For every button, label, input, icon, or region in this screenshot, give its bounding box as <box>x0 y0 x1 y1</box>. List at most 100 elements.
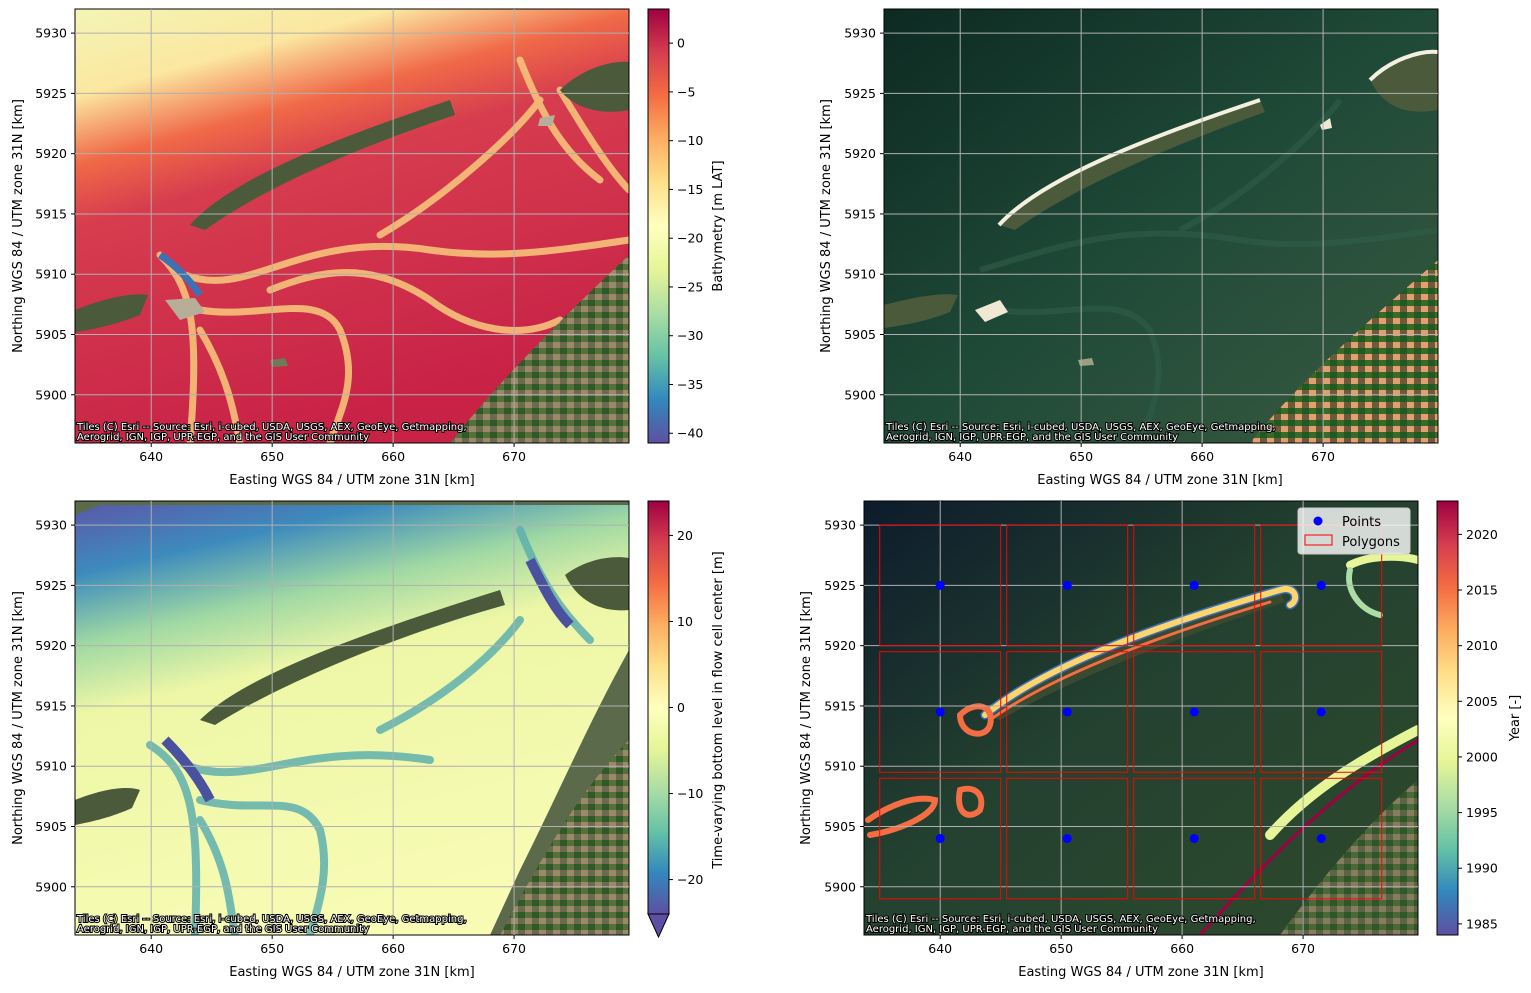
polygon <box>879 651 1002 773</box>
y-tick-label: 5910 <box>35 759 67 774</box>
colorbar-tick-label: −10 <box>677 786 703 801</box>
colorbar-tick-label: 2000 <box>1466 749 1498 764</box>
x-tick-label: 650 <box>260 941 284 956</box>
bottom-level-panel: 640 650 660 670 5900 5905 5910 5915 5920 5925 5930… <box>11 500 726 980</box>
colorbar-tick-label: 2015 <box>1466 583 1498 598</box>
x-tick-label: 670 <box>502 449 526 464</box>
colorbar-tick-label: −15 <box>677 182 703 197</box>
x-tick-label: 650 <box>1049 941 1073 956</box>
x-tick-label: 660 <box>1190 449 1214 464</box>
y-tick-label: 5905 <box>844 327 876 342</box>
grid-lines <box>75 9 629 443</box>
x-tick-label: 660 <box>381 941 405 956</box>
attribution-line-1: Tiles (C) Esri -- Source: Esri, i-cubed,… <box>76 914 467 925</box>
y-axis-label: Northing WGS 84 / UTM zone 31N [km] <box>11 591 26 845</box>
shoreline-panel: 640 650 660 670 5900 5905 5910 5915 5920 5925 5930… <box>799 500 1523 980</box>
y-tick-label: 5910 <box>824 759 856 774</box>
legend-polygon-marker <box>1304 534 1333 546</box>
x-tick-label: 660 <box>1170 941 1194 956</box>
y-tick-label: 5915 <box>35 206 67 221</box>
x-tick-label: 650 <box>1069 449 1093 464</box>
attribution-line-1: Tiles (C) Esri -- Source: Esri, i-cubed,… <box>885 422 1276 433</box>
colorbar-tick-label: 1990 <box>1466 861 1498 876</box>
colorbar-label: Time-varying bottom level in flow cell c… <box>711 551 726 869</box>
y-tick-label: 5930 <box>35 518 67 533</box>
attribution-line-2: Aerogrid, IGN, IGP, UPR-EGP, and the GIS… <box>77 924 369 935</box>
x-tick-label: 640 <box>139 449 163 464</box>
grid-lines <box>75 501 629 935</box>
shoreline-map <box>864 501 1418 935</box>
x-tick-label: 660 <box>381 449 405 464</box>
colorbar-tick-label: −40 <box>677 426 703 441</box>
colorbar-tick-label: 10 <box>677 614 693 629</box>
y-tick-label: 5925 <box>35 86 67 101</box>
colorbar-tick-label: 1995 <box>1466 805 1498 820</box>
grid-lines <box>884 9 1438 443</box>
axes: 640 650 660 670 5900 5905 5910 5915 5920 5925 5930 <box>844 26 1335 464</box>
y-tick-label: 5930 <box>824 518 856 533</box>
polygon <box>1260 777 1383 900</box>
y-tick-label: 5905 <box>35 819 67 834</box>
colorbar-label: Bathymetry [m LAT] <box>711 160 726 291</box>
x-tick-label: 640 <box>139 941 163 956</box>
polygon <box>1006 651 1129 773</box>
legend-point-marker <box>1313 516 1323 526</box>
x-axis-label: Easting WGS 84 / UTM zone 31N [km] <box>1037 473 1282 488</box>
point <box>1316 834 1326 844</box>
colorbar: 2020 2015 2010 2005 2000 1995 1990 1985 <box>1436 500 1498 936</box>
colorbar-tick-label: 0 <box>677 700 685 715</box>
legend-polygons-label: Polygons <box>1342 535 1400 550</box>
polygon <box>1006 777 1129 900</box>
colorbar-tick-label: 2005 <box>1466 694 1498 709</box>
colorbar-tick-label: 20 <box>677 528 693 543</box>
colorbar-tick-label: −30 <box>677 328 703 343</box>
colorbar-label: Year [-] <box>1508 695 1523 743</box>
y-axis-label: Northing WGS 84 / UTM zone 31N [km] <box>11 99 26 353</box>
colorbar-gradient <box>1436 500 1459 936</box>
y-tick-label: 5915 <box>35 698 67 713</box>
y-tick-label: 5925 <box>844 86 876 101</box>
colorbar-extend-min <box>647 913 670 939</box>
y-tick-label: 5930 <box>844 26 876 41</box>
y-tick-label: 5905 <box>35 327 67 342</box>
axes: 640 650 660 670 5900 5905 5910 5915 5920 5925 5930 <box>35 26 526 464</box>
y-tick-label: 5920 <box>35 146 67 161</box>
colorbar-tick-label: −20 <box>677 231 703 246</box>
y-tick-label: 5910 <box>35 267 67 282</box>
polygon <box>1006 524 1129 647</box>
y-tick-label: 5920 <box>844 146 876 161</box>
x-tick-label: 670 <box>1291 941 1315 956</box>
point <box>935 834 945 844</box>
x-axis-label: Easting WGS 84 / UTM zone 31N [km] <box>229 473 474 488</box>
point <box>1062 707 1072 717</box>
point <box>1062 580 1072 590</box>
polygon <box>879 777 1002 900</box>
y-tick-label: 5905 <box>824 819 856 834</box>
y-tick-label: 5920 <box>35 638 67 653</box>
colorbar: 0 −5 −10 −15 −20 −25 −30 −35 −40 <box>647 8 703 444</box>
x-tick-label: 670 <box>1311 449 1335 464</box>
satellite-panel: 640 650 660 670 5900 5905 5910 5915 5920 5925 5930… <box>819 8 1439 488</box>
y-tick-label: 5920 <box>824 638 856 653</box>
legend: Points Polygons <box>1297 507 1411 555</box>
colorbar-tick-label: 0 <box>677 36 685 51</box>
point <box>935 580 945 590</box>
y-tick-label: 5900 <box>35 879 67 894</box>
attribution-line-1: Tiles (C) Esri -- Source: Esri, i-cubed,… <box>76 422 467 433</box>
attribution-line-2: Aerogrid, IGN, IGP, UPR-EGP, and the GIS… <box>77 432 369 443</box>
axes: 640 650 660 670 5900 5905 5910 5915 5920 5925 5930 <box>824 518 1315 956</box>
x-tick-label: 640 <box>928 941 952 956</box>
colorbar-tick-label: −20 <box>677 872 703 887</box>
bottom-level-map <box>75 501 629 935</box>
colorbar-tick-label: 2020 <box>1466 527 1498 542</box>
y-axis-label: Northing WGS 84 / UTM zone 31N [km] <box>819 99 834 353</box>
y-tick-label: 5925 <box>824 578 856 593</box>
x-tick-label: 650 <box>260 449 284 464</box>
colorbar: 20 10 0 −10 −20 <box>647 500 703 939</box>
point <box>1062 834 1072 844</box>
point <box>1316 707 1326 717</box>
polygon <box>1133 524 1256 647</box>
y-tick-label: 5925 <box>35 578 67 593</box>
attribution-line-2: Aerogrid, IGN, IGP, UPR-EGP, and the GIS… <box>886 432 1178 443</box>
